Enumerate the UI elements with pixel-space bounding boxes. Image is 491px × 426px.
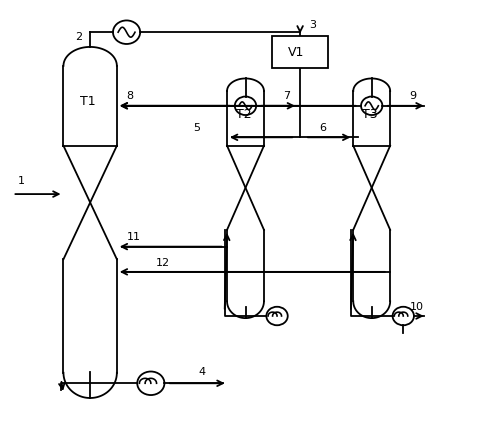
Text: T3: T3 — [362, 108, 378, 121]
Text: V1: V1 — [287, 46, 304, 59]
Text: 5: 5 — [193, 123, 200, 133]
Text: T1: T1 — [80, 95, 95, 108]
Text: 4: 4 — [198, 367, 206, 377]
Text: 12: 12 — [156, 258, 170, 268]
Text: 8: 8 — [127, 92, 134, 101]
Text: 10: 10 — [409, 302, 424, 312]
Text: 9: 9 — [409, 92, 417, 101]
Text: 1: 1 — [17, 176, 25, 186]
Bar — [272, 36, 328, 68]
Text: T2: T2 — [236, 108, 251, 121]
Text: 3: 3 — [309, 20, 316, 30]
Text: 6: 6 — [319, 123, 327, 133]
Text: 7: 7 — [283, 92, 291, 101]
Text: 2: 2 — [76, 32, 82, 42]
Text: 11: 11 — [127, 232, 140, 242]
